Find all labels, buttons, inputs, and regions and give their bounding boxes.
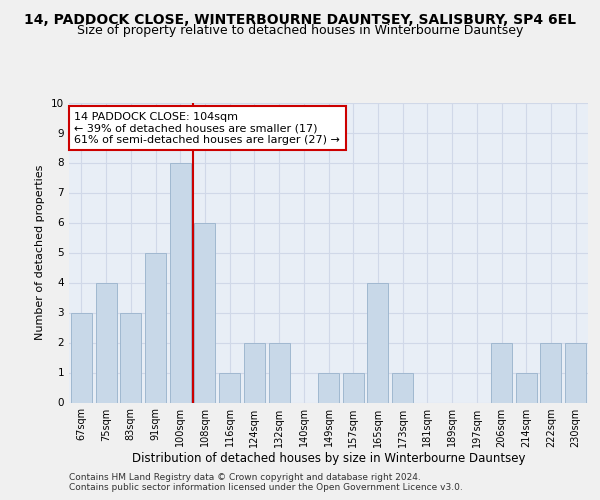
- Bar: [219, 372, 240, 402]
- Text: Size of property relative to detached houses in Winterbourne Dauntsey: Size of property relative to detached ho…: [77, 24, 523, 37]
- Text: 14 PADDOCK CLOSE: 104sqm
← 39% of detached houses are smaller (17)
61% of semi-d: 14 PADDOCK CLOSE: 104sqm ← 39% of detach…: [74, 112, 340, 144]
- Bar: [541, 342, 562, 402]
- Bar: [244, 342, 265, 402]
- Bar: [170, 162, 191, 402]
- Bar: [269, 342, 290, 402]
- Bar: [120, 312, 141, 402]
- Text: Contains public sector information licensed under the Open Government Licence v3: Contains public sector information licen…: [69, 484, 463, 492]
- Bar: [367, 282, 388, 403]
- Bar: [145, 252, 166, 402]
- Y-axis label: Number of detached properties: Number of detached properties: [35, 165, 46, 340]
- Text: Contains HM Land Registry data © Crown copyright and database right 2024.: Contains HM Land Registry data © Crown c…: [69, 472, 421, 482]
- Text: 14, PADDOCK CLOSE, WINTERBOURNE DAUNTSEY, SALISBURY, SP4 6EL: 14, PADDOCK CLOSE, WINTERBOURNE DAUNTSEY…: [24, 12, 576, 26]
- Bar: [71, 312, 92, 402]
- Bar: [95, 282, 116, 403]
- Bar: [516, 372, 537, 402]
- Bar: [343, 372, 364, 402]
- X-axis label: Distribution of detached houses by size in Winterbourne Dauntsey: Distribution of detached houses by size …: [132, 452, 525, 466]
- Bar: [565, 342, 586, 402]
- Bar: [318, 372, 339, 402]
- Bar: [491, 342, 512, 402]
- Bar: [194, 222, 215, 402]
- Bar: [392, 372, 413, 402]
